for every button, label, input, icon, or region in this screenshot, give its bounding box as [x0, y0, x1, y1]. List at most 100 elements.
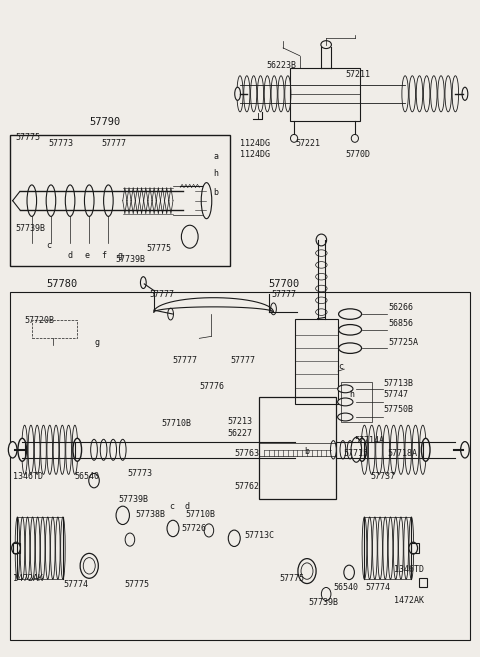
- Text: 56266: 56266: [388, 303, 413, 312]
- Text: 57777: 57777: [172, 355, 197, 365]
- Text: g: g: [94, 338, 99, 347]
- Text: 56540: 56540: [333, 583, 359, 592]
- Ellipse shape: [91, 440, 97, 461]
- Text: 57747: 57747: [384, 390, 408, 399]
- Ellipse shape: [316, 261, 327, 268]
- Text: d: d: [68, 251, 72, 260]
- Ellipse shape: [337, 413, 353, 421]
- Ellipse shape: [461, 442, 469, 458]
- Text: 57738B: 57738B: [136, 510, 166, 518]
- Text: 57737: 57737: [370, 472, 395, 481]
- Ellipse shape: [141, 277, 146, 288]
- Ellipse shape: [356, 441, 361, 459]
- Text: 57213: 57213: [227, 417, 252, 426]
- Text: 57714A: 57714A: [354, 436, 384, 445]
- Ellipse shape: [73, 438, 82, 461]
- Text: 56227: 56227: [227, 429, 252, 438]
- Text: e: e: [84, 251, 89, 260]
- Text: b: b: [214, 189, 219, 197]
- Ellipse shape: [8, 442, 17, 458]
- Text: 57739B: 57739B: [15, 225, 45, 233]
- Ellipse shape: [18, 438, 26, 461]
- Text: 57720B: 57720B: [24, 316, 55, 325]
- Text: b: b: [305, 447, 310, 457]
- Ellipse shape: [301, 563, 313, 579]
- Text: 57750B: 57750B: [384, 405, 414, 414]
- Text: c: c: [169, 502, 174, 510]
- Ellipse shape: [338, 325, 361, 335]
- Text: 57775: 57775: [124, 580, 149, 589]
- Text: c: c: [46, 241, 51, 250]
- Ellipse shape: [344, 565, 354, 579]
- Text: 1346TD: 1346TD: [394, 566, 424, 574]
- Text: 57775: 57775: [147, 244, 172, 253]
- Text: 57780: 57780: [46, 279, 77, 289]
- Text: 57790: 57790: [89, 116, 120, 127]
- Ellipse shape: [321, 41, 331, 49]
- Text: 57773: 57773: [48, 139, 73, 148]
- Text: 1124DG: 1124DG: [240, 139, 270, 148]
- Text: 57725A: 57725A: [388, 338, 419, 347]
- Text: 1472AK: 1472AK: [12, 574, 43, 583]
- Text: f: f: [101, 251, 106, 260]
- Text: 57774: 57774: [63, 580, 88, 589]
- Ellipse shape: [83, 558, 95, 574]
- Bar: [10, 292, 470, 640]
- Text: c: c: [338, 362, 343, 371]
- Text: 57710B: 57710B: [185, 510, 215, 518]
- Text: 5770D: 5770D: [345, 150, 370, 160]
- Ellipse shape: [337, 398, 353, 406]
- Ellipse shape: [340, 441, 346, 459]
- Text: 57710B: 57710B: [161, 419, 191, 428]
- Ellipse shape: [322, 587, 331, 600]
- Ellipse shape: [316, 234, 326, 246]
- Ellipse shape: [338, 309, 361, 319]
- Text: 57713B: 57713B: [384, 378, 414, 388]
- Ellipse shape: [110, 440, 117, 461]
- Ellipse shape: [330, 441, 336, 459]
- Text: h: h: [214, 169, 219, 177]
- Text: 57777: 57777: [149, 290, 174, 299]
- Text: 57774: 57774: [365, 583, 390, 592]
- Text: 57726: 57726: [181, 524, 206, 533]
- Text: 57739B: 57739B: [308, 598, 338, 607]
- Ellipse shape: [80, 553, 98, 578]
- Text: 57773: 57773: [128, 469, 153, 478]
- Ellipse shape: [337, 385, 353, 393]
- Ellipse shape: [462, 87, 468, 101]
- Ellipse shape: [46, 185, 56, 216]
- Ellipse shape: [316, 285, 327, 292]
- Text: 57777: 57777: [230, 355, 255, 365]
- Bar: [290, 68, 360, 122]
- Ellipse shape: [298, 558, 316, 583]
- Bar: [295, 319, 338, 404]
- Text: 57211: 57211: [345, 70, 370, 79]
- Ellipse shape: [316, 273, 327, 280]
- Ellipse shape: [167, 520, 179, 537]
- Bar: [12, 543, 20, 553]
- Text: 57700: 57700: [269, 279, 300, 289]
- Text: 57776: 57776: [199, 382, 224, 391]
- Ellipse shape: [316, 250, 327, 256]
- Text: 57739B: 57739B: [118, 495, 148, 504]
- Bar: [259, 397, 336, 499]
- Text: 57775: 57775: [15, 133, 40, 142]
- Text: 57777: 57777: [271, 290, 296, 299]
- Bar: [32, 320, 77, 338]
- Text: 57775: 57775: [279, 574, 304, 583]
- Text: 56856: 56856: [388, 319, 413, 328]
- Ellipse shape: [125, 533, 135, 546]
- Ellipse shape: [201, 183, 212, 219]
- Text: 57715: 57715: [343, 449, 368, 459]
- Ellipse shape: [100, 440, 107, 461]
- Ellipse shape: [235, 87, 240, 101]
- Text: 57718A: 57718A: [387, 449, 418, 459]
- Ellipse shape: [271, 303, 276, 315]
- Text: 57713C: 57713C: [245, 531, 275, 539]
- Ellipse shape: [290, 135, 298, 143]
- Bar: [340, 382, 372, 422]
- Text: h: h: [349, 390, 354, 399]
- Text: a: a: [214, 152, 219, 162]
- Ellipse shape: [338, 343, 361, 353]
- Ellipse shape: [181, 225, 198, 248]
